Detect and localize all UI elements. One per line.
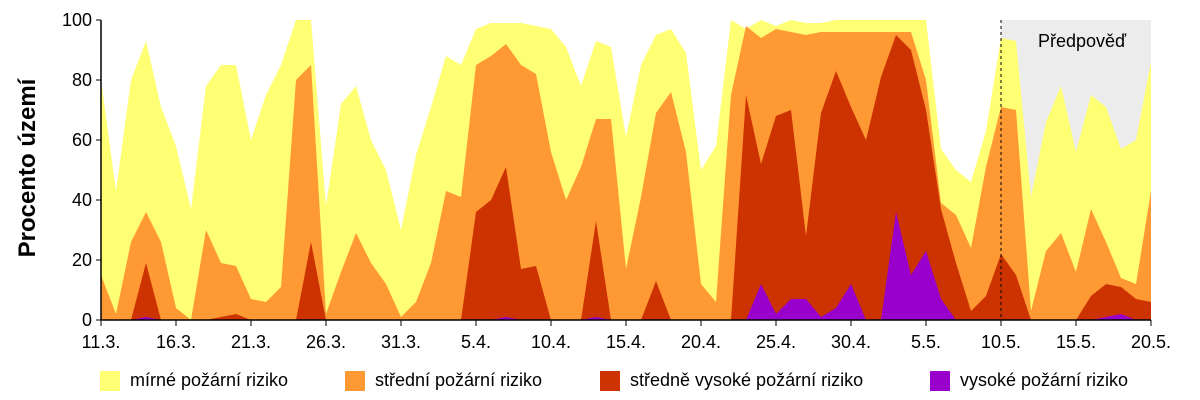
legend-label: středně vysoké požární riziko — [630, 370, 864, 390]
legend-swatch — [600, 370, 620, 391]
legend: mírné požární riziko střední požární rizi… — [0, 370, 1200, 400]
y-tick-label: 40 — [72, 190, 92, 210]
series-area-4 — [101, 212, 1151, 320]
legend-label: mírné požární riziko — [130, 370, 289, 390]
fire-risk-area-chart: Předpověď 0 20 40 60 80 100 11.3. 16.3. 21.3. 26.… — [14, 10, 1171, 352]
legend-item-2: střední požární riziko — [345, 370, 542, 391]
x-tick-label: 15.4. — [606, 332, 646, 352]
series-area-3 — [101, 35, 1151, 320]
forecast-label: Předpověď — [1038, 31, 1127, 51]
x-tick-label: 11.3. — [82, 332, 121, 352]
legend-label: vysoké požární riziko — [960, 370, 1129, 390]
legend-swatch — [100, 370, 120, 391]
legend-item-3: středně vysoké požární riziko — [600, 370, 863, 391]
x-tick-label: 10.4. — [531, 332, 571, 352]
x-tick-label: 5.5. — [911, 332, 941, 352]
x-tick-label: 16.3. — [156, 332, 196, 352]
legend-swatch — [345, 370, 365, 391]
y-axis-label: Procento území — [14, 77, 41, 257]
x-tick-label: 30.4. — [831, 332, 871, 352]
legend-label: střední požární riziko — [375, 370, 543, 390]
x-tick-label: 10.5. — [981, 332, 1021, 352]
x-tick-label: 20.5. — [1131, 332, 1171, 352]
x-tick-label: 15.5. — [1056, 332, 1096, 352]
x-tick-label: 21.3. — [231, 332, 271, 352]
y-tick-label: 20 — [72, 250, 92, 270]
legend-item-4: vysoké požární riziko — [930, 370, 1128, 391]
y-tick-label: 100 — [62, 10, 92, 30]
x-tick-label: 31.3. — [381, 332, 421, 352]
y-tick-label: 80 — [72, 70, 92, 90]
x-tick-label: 26.3. — [306, 332, 346, 352]
x-tick-label: 25.4. — [756, 332, 796, 352]
legend-swatch — [930, 370, 950, 391]
legend-item-1: mírné požární riziko — [100, 370, 288, 391]
y-tick-label: 0 — [82, 310, 92, 330]
x-tick-label: 20.4. — [681, 332, 721, 352]
x-tick-label: 5.4. — [461, 332, 491, 352]
y-tick-label: 60 — [72, 130, 92, 150]
